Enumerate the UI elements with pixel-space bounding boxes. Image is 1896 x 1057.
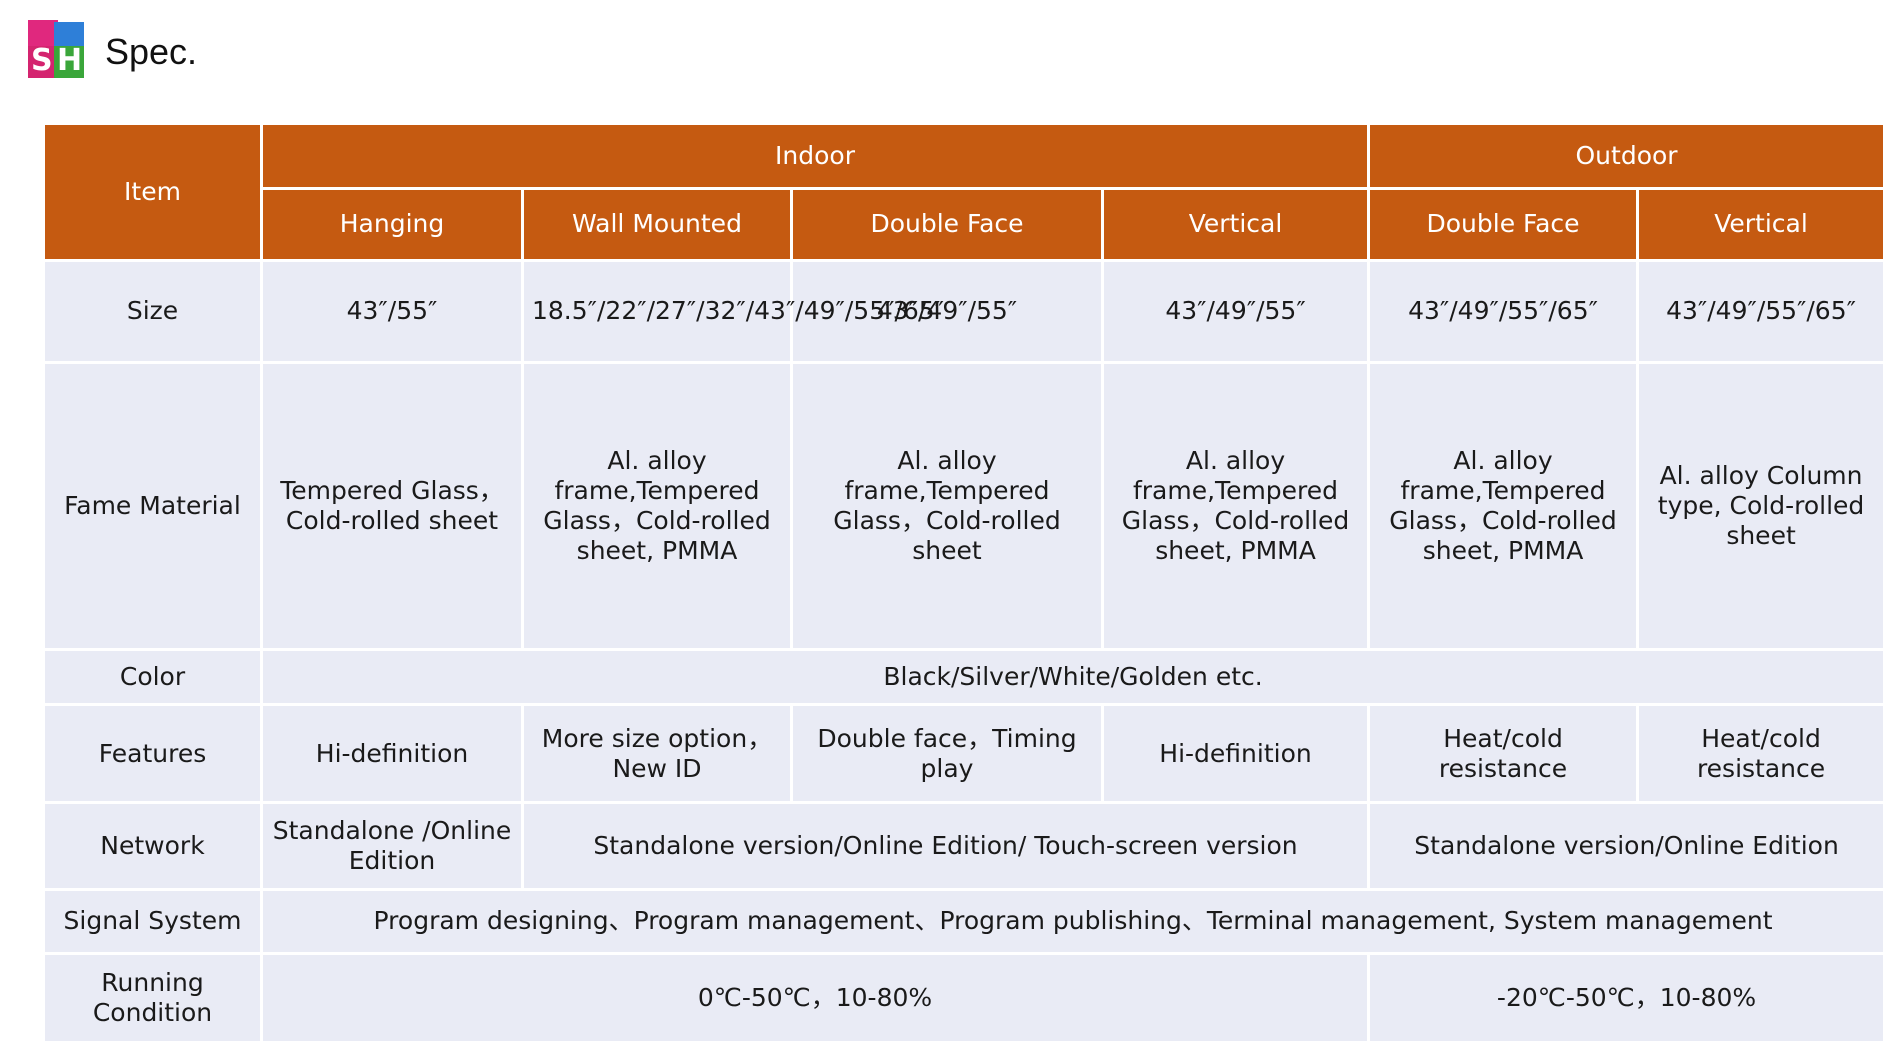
running-condition-indoor: 0℃-50℃，10-80% (263, 954, 1368, 1041)
col-header-indoor-double-face: Double Face (793, 190, 1101, 259)
size-indoor-double-face: 43″/49″/55″ (793, 261, 1101, 361)
network-hanging: Standalone /Online Edition (263, 803, 521, 889)
material-wall-mounted: Al. alloy frame,Tempered Glass，Cold-roll… (524, 364, 790, 649)
material-outdoor-double-face: Al. alloy frame,Tempered Glass，Cold-roll… (1370, 364, 1637, 649)
material-indoor-vertical: Al. alloy frame,Tempered Glass，Cold-roll… (1104, 364, 1368, 649)
features-outdoor-vertical: Heat/cold resistance (1639, 706, 1884, 801)
page-title: Spec. (105, 31, 198, 72)
size-wall-mounted: 18.5″/22″/27″/32″/43″/49″/55″/65″ (524, 261, 944, 361)
signal-system-value: Program designing、Program management、Pro… (263, 891, 1884, 952)
features-indoor-double-face: Double face，Timing play (793, 706, 1101, 801)
features-hanging: Hi-definition (263, 706, 521, 801)
features-wall-mounted: More size option，New ID (524, 706, 790, 801)
col-header-outdoor-vertical: Vertical (1639, 190, 1884, 259)
row-label-color: Color (45, 651, 260, 704)
material-indoor-double-face: Al. alloy frame,Tempered Glass，Cold-roll… (793, 364, 1101, 649)
col-header-indoor-vertical: Vertical (1104, 190, 1368, 259)
row-label-network: Network (45, 803, 260, 889)
col-header-wall-mounted: Wall Mounted (524, 190, 790, 259)
spec-table: Item Indoor Outdoor Hanging Wall Mounted… (42, 122, 1886, 1044)
row-label-features: Features (45, 706, 260, 801)
material-outdoor-vertical: Al. alloy Column type, Cold-rolled sheet (1639, 364, 1884, 649)
item-header: Item (45, 125, 260, 259)
row-label-signal-system: Signal System (45, 891, 260, 952)
row-label-running-condition: Running Condition (45, 954, 260, 1041)
size-outdoor-double-face: 43″/49″/55″/65″ (1370, 261, 1637, 361)
col-header-hanging: Hanging (263, 190, 521, 259)
col-header-outdoor-double-face: Double Face (1370, 190, 1637, 259)
size-indoor-vertical: 43″/49″/55″ (1104, 261, 1368, 361)
features-indoor-vertical: Hi-definition (1104, 706, 1368, 801)
logo-letter-s: S (31, 43, 53, 78)
color-value: Black/Silver/White/Golden etc. (263, 651, 1884, 704)
logo-letter-h: H (57, 43, 83, 78)
row-label-material: Fame Material (45, 364, 260, 649)
size-outdoor-vertical: 43″/49″/55″/65″ (1639, 261, 1884, 361)
material-hanging: Tempered Glass，Cold-rolled sheet (263, 364, 521, 649)
indoor-group-header: Indoor (263, 125, 1368, 188)
running-condition-outdoor: -20℃-50℃，10-80% (1370, 954, 1884, 1041)
features-outdoor-double-face: Heat/cold resistance (1370, 706, 1637, 801)
network-outdoor: Standalone version/Online Edition (1370, 803, 1884, 889)
outdoor-group-header: Outdoor (1370, 125, 1884, 188)
size-hanging: 43″/55″ (263, 261, 521, 361)
network-indoor: Standalone version/Online Edition/ Touch… (524, 803, 1368, 889)
brand-logo: S H (28, 20, 90, 80)
row-label-size: Size (45, 261, 260, 361)
